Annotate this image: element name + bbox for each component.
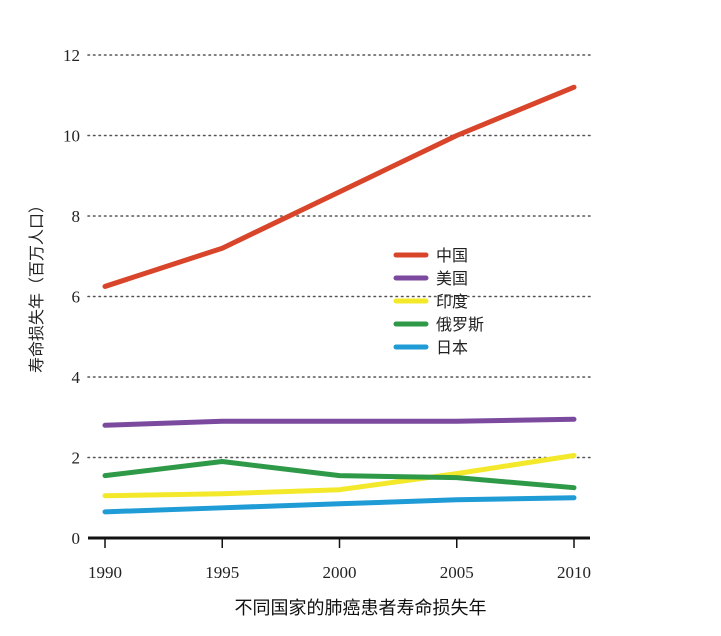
y-tick-label: 8	[72, 207, 81, 226]
legend-label: 俄罗斯	[436, 315, 484, 334]
series-line-美国	[102, 416, 577, 428]
y-axis-title: 寿命损失年（百万人口）	[27, 197, 46, 373]
y-tick-label: 10	[63, 127, 80, 146]
series-line-中国	[102, 84, 577, 289]
x-tick-label: 2010	[557, 563, 591, 582]
legend-label: 日本	[436, 338, 468, 357]
y-tick-label: 0	[72, 529, 81, 548]
series-line-俄罗斯	[102, 459, 577, 491]
series-line-日本	[102, 495, 577, 515]
x-tick-label: 2000	[323, 563, 357, 582]
x-tick-label: 1990	[88, 563, 122, 582]
y-tick-label: 4	[72, 368, 81, 387]
series-lines	[102, 84, 577, 515]
grid-lines	[87, 54, 591, 459]
legend-label: 中国	[436, 246, 468, 265]
chart-caption: 不同国家的肺癌患者寿命损失年	[234, 598, 487, 619]
legend-label: 印度	[436, 292, 468, 311]
legend-label: 美国	[436, 269, 468, 288]
axes: 0 2 4 6 8 10 12 1990 1995 2000 2005 2010	[63, 46, 591, 582]
x-tick-label: 1995	[205, 563, 239, 582]
series-line-印度	[102, 452, 577, 499]
y-tick-label: 2	[72, 449, 81, 468]
y-tick-label: 12	[63, 46, 80, 65]
x-tick-label: 2005	[440, 563, 474, 582]
y-tick-label: 6	[72, 288, 81, 307]
